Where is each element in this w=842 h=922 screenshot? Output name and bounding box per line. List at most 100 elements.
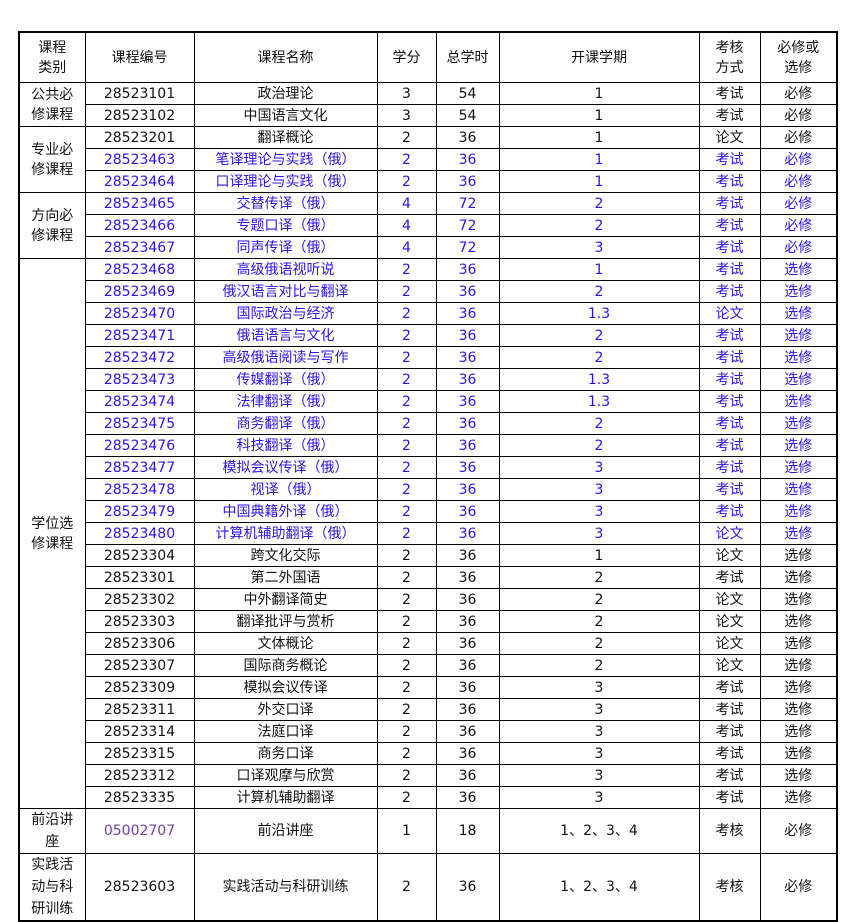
- cell-exam: 考试: [698, 786, 761, 809]
- cell-term: 1: [498, 126, 700, 149]
- table-row: 28523479 中国典籍外译（俄） 2 36 3 考试 选修: [19, 500, 838, 523]
- header-row: 课程 类别 课程编号 课程名称 学分 总学时 开课学期 考核 方式 必修或 选修: [18, 31, 838, 83]
- cell-type: 选修: [759, 434, 838, 457]
- cell-exam: 考试: [698, 412, 761, 435]
- table-row: 28523464 口译理论与实践（俄） 2 36 1 考试 必修: [19, 170, 838, 193]
- course-category-cell: 方向必 修课程: [18, 192, 86, 259]
- cell-hours: 36: [435, 764, 500, 787]
- table-row: 28523309 模拟会议传译 2 36 3 考试 选修: [19, 676, 838, 699]
- cell-term: 1、2、3、4: [498, 808, 700, 854]
- cell-hours: 36: [435, 324, 500, 347]
- cell-term: 2: [498, 588, 700, 611]
- table-row: 28523311 外交口译 2 36 3 考试 选修: [19, 698, 838, 721]
- cell-name: 中国典籍外译（俄）: [193, 500, 378, 523]
- table-row: 28523466 专题口译（俄） 4 72 2 考试 必修: [19, 214, 838, 237]
- header-exam: 考核 方式: [698, 31, 761, 83]
- cell-term: 3: [498, 478, 700, 501]
- cell-credit: 2: [376, 588, 437, 611]
- cell-type: 选修: [759, 368, 838, 391]
- cell-credit: 2: [376, 676, 437, 699]
- cell-name: 政治理论: [193, 82, 378, 105]
- header-name: 课程名称: [193, 31, 378, 83]
- cell-credit: 2: [376, 786, 437, 809]
- cell-name: 第二外国语: [193, 566, 378, 589]
- cell-exam: 考试: [698, 324, 761, 347]
- cell-term: 2: [498, 192, 700, 215]
- cell-code: 28523465: [84, 192, 195, 215]
- cell-hours: 36: [435, 588, 500, 611]
- cell-name: 同声传译（俄）: [193, 236, 378, 259]
- cell-code: 28523102: [84, 104, 195, 127]
- cell-term: 3: [498, 742, 700, 765]
- cell-name: 翻译批评与赏析: [193, 610, 378, 633]
- cell-credit: 2: [376, 390, 437, 413]
- cell-type: 必修: [759, 126, 838, 149]
- cell-name: 中国语言文化: [193, 104, 378, 127]
- cell-term: 3: [498, 676, 700, 699]
- cell-exam: 考试: [698, 104, 761, 127]
- cell-name: 模拟会议传译（俄）: [193, 456, 378, 479]
- cell-hours: 36: [435, 368, 500, 391]
- table-row: 28523102 中国语言文化 3 54 1 考试 必修: [19, 104, 838, 127]
- cell-exam: 考试: [698, 236, 761, 259]
- table-row: 28523472 高级俄语阅读与写作 2 36 2 考试 选修: [19, 346, 838, 369]
- cell-name: 模拟会议传译: [193, 676, 378, 699]
- cell-name: 笔译理论与实践（俄）: [193, 148, 378, 171]
- cell-exam: 考试: [698, 170, 761, 193]
- cell-type: 选修: [759, 412, 838, 435]
- cell-term: 3: [498, 500, 700, 523]
- cell-code: 28523469: [84, 280, 195, 303]
- table-row: 前沿讲座 05002707 前沿讲座 1 18 1、2、3、4 考核 必修: [18, 808, 838, 854]
- cell-name: 口译理论与实践（俄）: [193, 170, 378, 193]
- cell-exam: 考试: [698, 456, 761, 479]
- cell-term: 1: [498, 104, 700, 127]
- cell-hours: 36: [435, 148, 500, 171]
- cell-name: 国际商务概论: [193, 654, 378, 677]
- cell-hours: 36: [435, 786, 500, 809]
- cell-hours: 72: [435, 236, 500, 259]
- table-row: 28523474 法律翻译（俄） 2 36 1.3 考试 选修: [19, 390, 838, 413]
- cell-name: 实践活动与科研训练: [193, 853, 378, 922]
- cell-code: 28523474: [84, 390, 195, 413]
- cell-type: 选修: [759, 676, 838, 699]
- cell-term: 1.3: [498, 368, 700, 391]
- table-row: 28523473 传媒翻译（俄） 2 36 1.3 考试 选修: [19, 368, 838, 391]
- cell-hours: 36: [435, 280, 500, 303]
- cell-hours: 54: [435, 104, 500, 127]
- table-row: 28523301 第二外国语 2 36 2 考试 选修: [19, 566, 838, 589]
- cell-type: 选修: [759, 610, 838, 633]
- table-row: 28523335 计算机辅助翻译 2 36 3 考试 选修: [19, 786, 838, 809]
- cell-type: 必修: [759, 104, 838, 127]
- cell-name: 跨文化交际: [193, 544, 378, 567]
- cell-code: 28523478: [84, 478, 195, 501]
- cell-exam: 考试: [698, 82, 761, 105]
- cell-name: 商务口译: [193, 742, 378, 765]
- cell-credit: 2: [376, 126, 437, 149]
- cell-hours: 36: [435, 126, 500, 149]
- table-row: 28523306 文体概论 2 36 2 论文 选修: [19, 632, 838, 655]
- cell-exam: 考试: [698, 764, 761, 787]
- cell-hours: 36: [435, 654, 500, 677]
- cell-term: 2: [498, 434, 700, 457]
- cell-term: 2: [498, 280, 700, 303]
- cell-name: 商务翻译（俄）: [193, 412, 378, 435]
- cell-type: 必修: [759, 808, 838, 854]
- cell-code: 28523468: [84, 258, 195, 281]
- cell-name: 口译观摩与欣赏: [193, 764, 378, 787]
- cell-exam: 考试: [698, 676, 761, 699]
- cell-exam: 论文: [698, 302, 761, 325]
- table-row: 28523303 翻译批评与赏析 2 36 2 论文 选修: [19, 610, 838, 633]
- cell-term: 1: [498, 148, 700, 171]
- cell-exam: 论文: [698, 522, 761, 545]
- cell-type: 必修: [759, 853, 838, 922]
- cell-credit: 2: [376, 478, 437, 501]
- cell-code: 28523470: [84, 302, 195, 325]
- cell-name: 高级俄语阅读与写作: [193, 346, 378, 369]
- table-row: 28523469 俄汉语言对比与翻译 2 36 2 考试 选修: [19, 280, 838, 303]
- cell-term: 2: [498, 346, 700, 369]
- cell-type: 选修: [759, 258, 838, 281]
- cell-name: 前沿讲座: [193, 808, 378, 854]
- table-row: 28523476 科技翻译（俄） 2 36 2 考试 选修: [19, 434, 838, 457]
- cell-credit: 2: [376, 302, 437, 325]
- cell-credit: 2: [376, 544, 437, 567]
